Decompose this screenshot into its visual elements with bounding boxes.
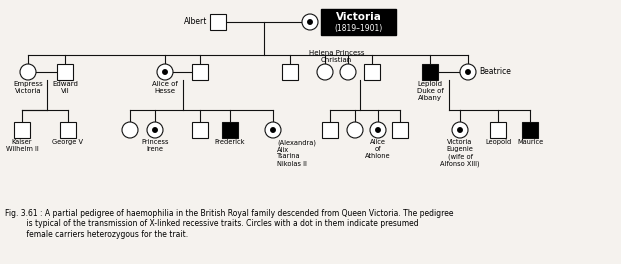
- Circle shape: [347, 122, 363, 138]
- Circle shape: [122, 122, 138, 138]
- Bar: [192, 122, 208, 138]
- Text: Edward
VII: Edward VII: [52, 81, 78, 94]
- Circle shape: [452, 122, 468, 138]
- Text: (1819–1901): (1819–1901): [334, 25, 383, 34]
- Circle shape: [376, 128, 380, 132]
- Bar: [14, 122, 30, 138]
- Text: Princess
Irene: Princess Irene: [141, 139, 169, 152]
- Text: Victoria
Eugenie
(wife of
Alfonso XIII): Victoria Eugenie (wife of Alfonso XIII): [440, 139, 480, 167]
- Bar: [364, 64, 380, 80]
- Bar: [210, 14, 226, 30]
- Bar: [490, 122, 506, 138]
- Bar: [321, 9, 396, 35]
- Text: (Alexandra)
Alix
Tsarina
Nikolas II: (Alexandra) Alix Tsarina Nikolas II: [277, 139, 316, 167]
- Text: Maurice: Maurice: [517, 139, 543, 145]
- Text: Alice
of
Athlone: Alice of Athlone: [365, 139, 391, 159]
- Text: Fig. 3.61 : A partial pedigree of haemophilia in the British Royal family descen: Fig. 3.61 : A partial pedigree of haemop…: [5, 209, 453, 239]
- Circle shape: [466, 70, 470, 74]
- Bar: [222, 122, 238, 138]
- Text: Alice of
Hesse: Alice of Hesse: [152, 81, 178, 94]
- Text: Frederick: Frederick: [215, 139, 245, 145]
- Text: Empress
Victoria: Empress Victoria: [13, 81, 43, 94]
- Circle shape: [458, 128, 462, 132]
- Bar: [57, 64, 73, 80]
- Circle shape: [460, 64, 476, 80]
- Circle shape: [271, 128, 275, 132]
- Text: Victoria: Victoria: [335, 12, 381, 22]
- Circle shape: [340, 64, 356, 80]
- Bar: [60, 122, 76, 138]
- Text: Kaiser
Wilhelm II: Kaiser Wilhelm II: [6, 139, 39, 152]
- Bar: [522, 122, 538, 138]
- Circle shape: [153, 128, 157, 132]
- Circle shape: [157, 64, 173, 80]
- Circle shape: [147, 122, 163, 138]
- Bar: [422, 64, 438, 80]
- Text: Helena Princess
Christian: Helena Princess Christian: [309, 50, 365, 63]
- Bar: [322, 122, 338, 138]
- Circle shape: [265, 122, 281, 138]
- Circle shape: [302, 14, 318, 30]
- Bar: [392, 122, 408, 138]
- Circle shape: [370, 122, 386, 138]
- Text: Leopold: Leopold: [485, 139, 511, 145]
- Bar: [192, 64, 208, 80]
- Text: George V: George V: [53, 139, 83, 145]
- Circle shape: [308, 20, 312, 24]
- Text: Leploid
Duke of
Albany: Leploid Duke of Albany: [417, 81, 443, 101]
- Text: Albert: Albert: [184, 17, 207, 26]
- Text: Beatrice: Beatrice: [479, 68, 511, 77]
- Circle shape: [163, 70, 167, 74]
- Circle shape: [317, 64, 333, 80]
- Bar: [282, 64, 298, 80]
- Circle shape: [20, 64, 36, 80]
